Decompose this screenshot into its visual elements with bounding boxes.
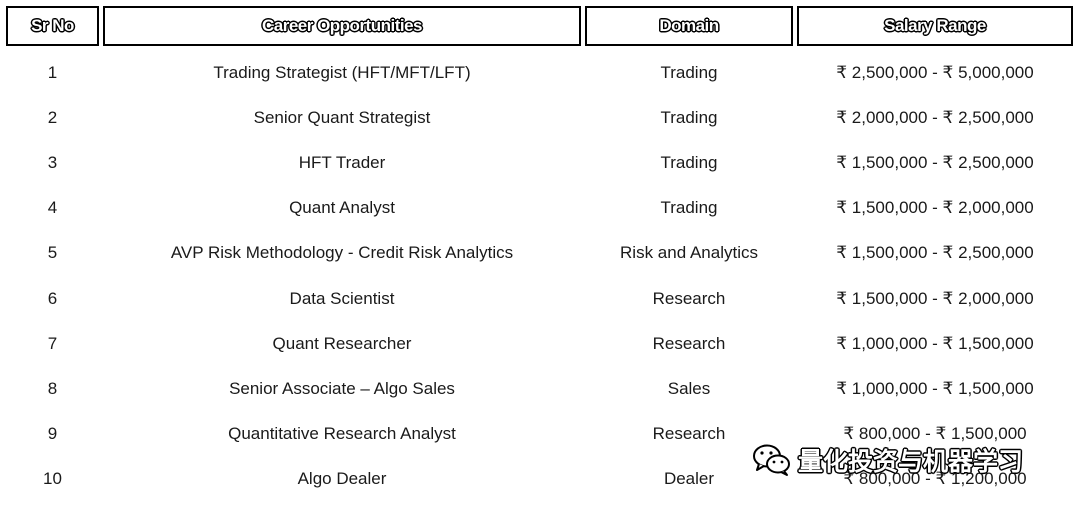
table-row: 1 Trading Strategist (HFT/MFT/LFT) Tradi… xyxy=(0,50,1080,95)
header-salary-range: Salary Range xyxy=(797,6,1073,46)
cell-sr-no: 2 xyxy=(47,107,58,127)
cell-career: Data Scientist xyxy=(289,288,395,308)
cell-sr-no: 8 xyxy=(47,378,58,398)
cell-career: Quant Analyst xyxy=(289,198,395,218)
cell-career: AVP Risk Methodology - Credit Risk Analy… xyxy=(170,243,514,263)
cell-salary: ₹ 2,500,000 - ₹ 5,000,000 xyxy=(836,62,1034,82)
cell-career: Senior Quant Strategist xyxy=(253,107,431,127)
cell-sr-no: 3 xyxy=(47,152,58,172)
cell-sr-no: 10 xyxy=(43,469,62,489)
cell-salary: ₹ 800,000 - ₹ 1,500,000 xyxy=(843,424,1027,444)
table-row: 5 AVP Risk Methodology - Credit Risk Ana… xyxy=(0,231,1080,276)
cell-sr-no: 6 xyxy=(47,288,58,308)
cell-domain: Trading xyxy=(660,107,718,127)
cell-domain: Sales xyxy=(667,378,711,398)
cell-domain: Risk and Analytics xyxy=(620,243,758,263)
table-row: 7 Quant Researcher Research ₹ 1,000,000 … xyxy=(0,321,1080,366)
cell-salary: ₹ 1,500,000 - ₹ 2,500,000 xyxy=(836,243,1034,263)
cell-sr-no: 9 xyxy=(47,424,58,444)
cell-sr-no: 5 xyxy=(47,243,58,263)
cell-domain: Trading xyxy=(660,198,718,218)
cell-career: Trading Strategist (HFT/MFT/LFT) xyxy=(213,62,471,82)
cell-career: Quant Researcher xyxy=(272,333,412,353)
table-row: 4 Quant Analyst Trading ₹ 1,500,000 - ₹ … xyxy=(0,186,1080,231)
table-row: 8 Senior Associate – Algo Sales Sales ₹ … xyxy=(0,366,1080,411)
table-row: 10 Algo Dealer Dealer ₹ 800,000 - ₹ 1,20… xyxy=(0,457,1080,502)
cell-career: Senior Associate – Algo Sales xyxy=(229,378,455,398)
cell-sr-no: 4 xyxy=(47,198,58,218)
cell-career: Quantitative Research Analyst xyxy=(228,424,456,444)
table-row: 6 Data Scientist Research ₹ 1,500,000 - … xyxy=(0,276,1080,321)
table-body: 1 Trading Strategist (HFT/MFT/LFT) Tradi… xyxy=(0,50,1080,502)
header-sr-no-label: Sr No xyxy=(31,16,74,35)
cell-salary: ₹ 800,000 - ₹ 1,200,000 xyxy=(843,469,1027,489)
cell-salary: ₹ 2,000,000 - ₹ 2,500,000 xyxy=(836,107,1034,127)
cell-domain: Research xyxy=(652,424,726,444)
cell-salary: ₹ 1,000,000 - ₹ 1,500,000 xyxy=(836,333,1034,353)
cell-sr-no: 7 xyxy=(47,333,58,353)
cell-domain: Trading xyxy=(660,62,718,82)
cell-salary: ₹ 1,500,000 - ₹ 2,000,000 xyxy=(836,198,1034,218)
header-domain: Domain xyxy=(585,6,793,46)
cell-domain: Research xyxy=(652,288,726,308)
cell-career: HFT Trader xyxy=(298,152,386,172)
table-row: 2 Senior Quant Strategist Trading ₹ 2,00… xyxy=(0,95,1080,140)
cell-salary: ₹ 1,500,000 - ₹ 2,000,000 xyxy=(836,288,1034,308)
cell-sr-no: 1 xyxy=(47,62,58,82)
header-career-opportunities: Career Opportunities xyxy=(103,6,581,46)
wechat-icon xyxy=(752,443,792,477)
watermark: 量化投资与机器学习 xyxy=(752,440,1023,480)
cell-salary: ₹ 1,500,000 - ₹ 2,500,000 xyxy=(836,152,1034,172)
cell-domain: Research xyxy=(652,333,726,353)
cell-domain: Trading xyxy=(660,152,718,172)
cell-career: Algo Dealer xyxy=(297,469,387,489)
header-domain-label: Domain xyxy=(659,16,719,35)
watermark-text: 量化投资与机器学习 xyxy=(798,447,1024,476)
cell-domain: Dealer xyxy=(663,469,715,489)
header-career-label: Career Opportunities xyxy=(261,16,423,35)
header-salary-label: Salary Range xyxy=(884,16,986,35)
header-sr-no: Sr No xyxy=(6,6,99,46)
cell-salary: ₹ 1,000,000 - ₹ 1,500,000 xyxy=(836,378,1034,398)
table-row: 3 HFT Trader Trading ₹ 1,500,000 - ₹ 2,5… xyxy=(0,140,1080,185)
table-row: 9 Quantitative Research Analyst Research… xyxy=(0,412,1080,457)
